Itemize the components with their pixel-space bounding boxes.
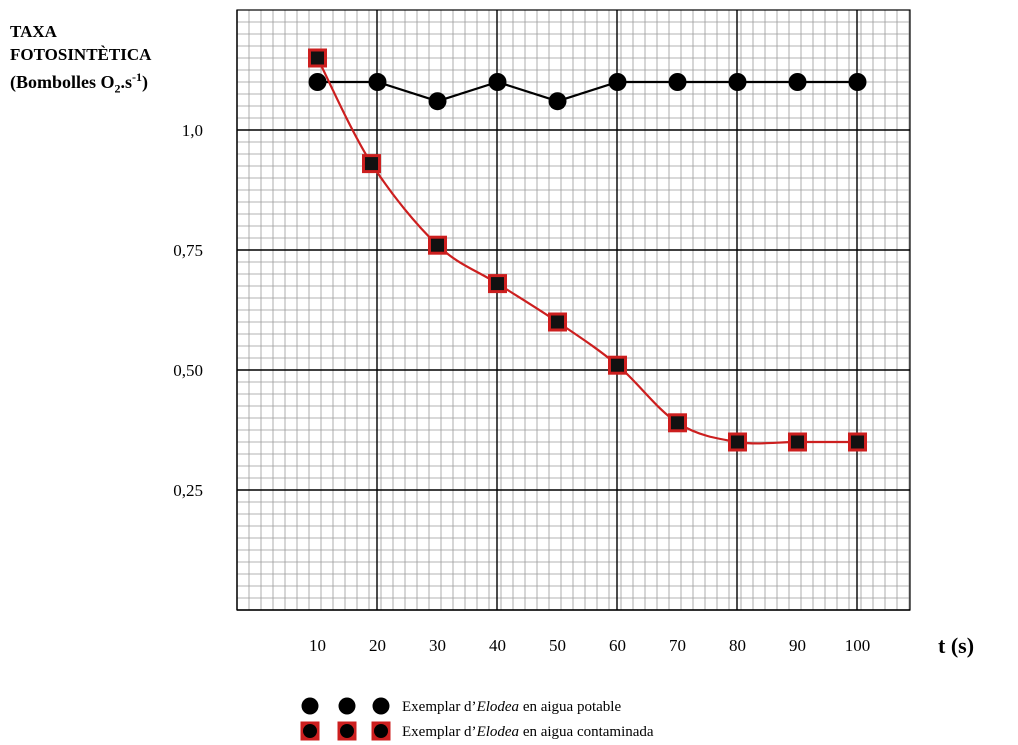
data-point-contaminated-core [491, 277, 504, 291]
x-tick-label: 40 [489, 636, 506, 655]
legend-text-suffix: en aigua contaminada [519, 724, 654, 740]
data-point-potable [488, 73, 507, 91]
y-tick-label: 0,75 [173, 241, 203, 260]
x-tick-label: 50 [549, 636, 566, 655]
data-point-contaminated-core [671, 416, 684, 430]
x-tick-label: 10 [309, 636, 326, 655]
legend-label-potable: Exemplar d’Elodea en aigua potable [402, 699, 621, 715]
legend-text-italic: Elodea [476, 724, 520, 740]
data-point-potable [728, 73, 747, 91]
y-axis-label-line1: TAXA [10, 22, 57, 41]
data-point-potable [428, 92, 447, 111]
data-point-potable [608, 73, 627, 91]
data-point-potable [548, 92, 567, 111]
legend-text-prefix: Exemplar d’ [402, 724, 477, 740]
data-point-contaminated-core [551, 315, 564, 329]
data-point-potable [788, 73, 807, 91]
data-point-potable [848, 73, 867, 91]
y-axis-label: TAXA FOTOSINTÈTICA (Bombolles O2.s-1) [10, 20, 151, 101]
y-tick-label: 1,0 [182, 121, 203, 140]
x-tick-label: 70 [669, 636, 686, 655]
legend-text-suffix: en aigua potable [519, 699, 621, 715]
y-axis-label-line3: (Bombolles O2.s-1) [10, 66, 151, 101]
y-axis-label-sup: -1 [132, 70, 143, 84]
data-point-potable [668, 73, 687, 91]
x-tick-label: 100 [845, 636, 871, 655]
data-point-contaminated-core [431, 238, 444, 252]
x-tick-label: 20 [369, 636, 386, 655]
x-axis-label: t (s) [938, 633, 974, 658]
y-axis-label-prefix: (Bombolles O [10, 72, 115, 92]
data-point-contaminated-core [791, 435, 804, 449]
data-point-contaminated-core [611, 358, 624, 372]
y-axis-label-sub: 2 [114, 81, 121, 96]
x-tick-label: 80 [729, 636, 746, 655]
data-point-potable [368, 73, 387, 91]
series-line-potable [317, 80, 858, 103]
legend-marker-contaminated-core [340, 724, 354, 738]
y-axis-label-line2: FOTOSINTÈTICA [10, 45, 152, 64]
minor-grid [236, 9, 910, 611]
data-point-contaminated-core [731, 435, 744, 449]
data-point-potable [308, 73, 327, 91]
y-tick-label: 0,50 [173, 361, 203, 380]
x-tick-label: 90 [789, 636, 806, 655]
legend-marker-potable [338, 697, 356, 715]
data-point-contaminated-core [311, 51, 324, 65]
data-point-contaminated-core [851, 435, 864, 449]
legend-text-prefix: Exemplar d’ [402, 699, 477, 715]
legend-marker-contaminated-core [303, 724, 317, 738]
y-tick-label: 0,25 [173, 481, 203, 500]
legend-marker-contaminated-core [374, 724, 388, 738]
plot-frame [236, 9, 911, 611]
legend-marker-potable [301, 697, 319, 715]
y-axis-label-suffix: ) [142, 72, 149, 92]
x-tick-label: 60 [609, 636, 626, 655]
series-line-contaminated [316, 57, 858, 445]
data-point-contaminated-core [365, 157, 378, 171]
y-axis-label-mid: .s [120, 72, 133, 92]
x-tick-label: 30 [429, 636, 446, 655]
legend-marker-potable [372, 697, 390, 715]
legend-label-contaminated: Exemplar d’Elodea en aigua contaminada [402, 724, 654, 740]
legend-text-italic: Elodea [476, 699, 520, 715]
